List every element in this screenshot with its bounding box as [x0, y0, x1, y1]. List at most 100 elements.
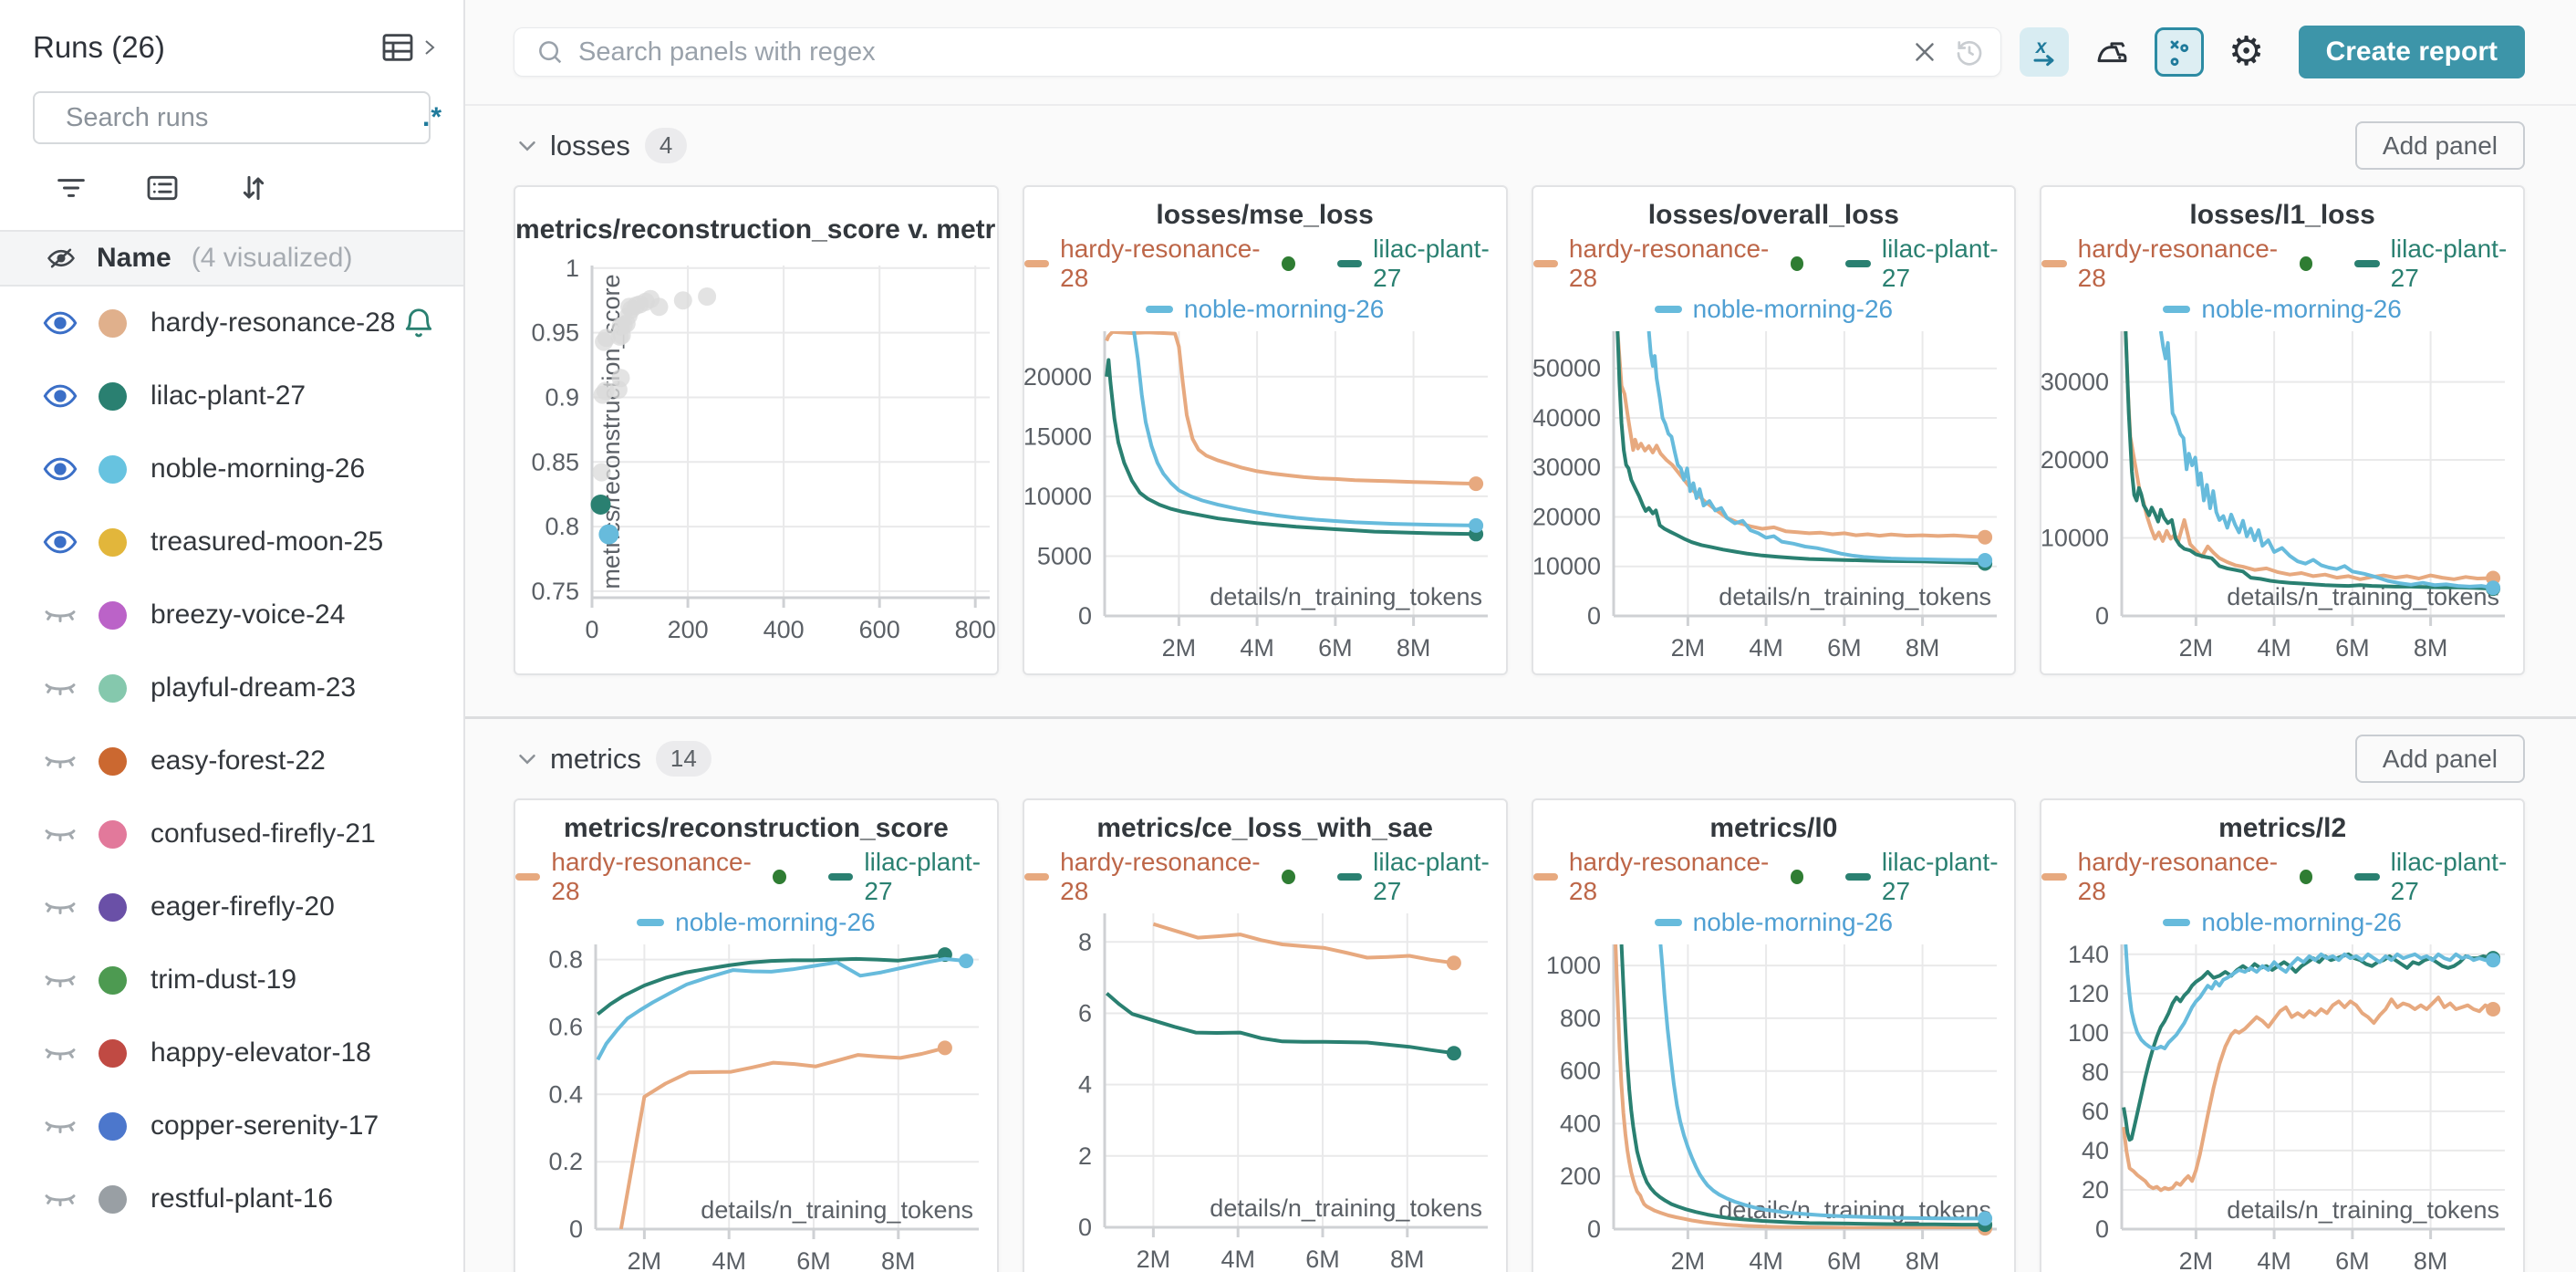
run-row[interactable]: trim-dust-19 [0, 944, 463, 1017]
eye-closed-icon[interactable] [42, 1181, 99, 1217]
regex-icon[interactable]: .* [422, 102, 443, 132]
eye-closed-icon[interactable] [42, 1108, 99, 1144]
run-row[interactable]: treasured-moon-25 [0, 506, 463, 579]
legend-item: hardy-resonance-28 [1023, 235, 1295, 293]
show-outliers-button[interactable] [2154, 27, 2204, 77]
run-color-dot [99, 308, 127, 338]
clear-search-button[interactable] [1909, 36, 1940, 68]
runs-search-box[interactable]: .* [33, 91, 441, 144]
legend-item: lilac-plant-27 [1845, 235, 2014, 293]
runs-table-button[interactable] [379, 29, 416, 66]
plot-area[interactable]: 0 20 40 60 80 100 120 140 2M 4M 6M 8M details/n_trai… [2041, 937, 2523, 1272]
section-metrics: metrics 14 Add panel metrics/reconstruct… [514, 719, 2525, 1272]
sort-button[interactable] [235, 170, 272, 206]
run-name[interactable]: playful-dream-23 [151, 672, 357, 703]
section-label[interactable]: losses [550, 129, 630, 162]
run-color-dot [99, 746, 127, 776]
eye-open-icon[interactable] [42, 524, 99, 560]
plot-area[interactable]: 0 0.2 0.4 0.6 0.8 2M 4M 6M 8M details/n_training_… [515, 937, 997, 1272]
run-name[interactable]: confused-firefly-21 [151, 818, 376, 849]
chart-panel[interactable]: metrics/ce_loss_with_sae hardy-resonance-… [1022, 798, 1508, 1272]
svg-text:0.75: 0.75 [531, 578, 579, 605]
smoothing-button[interactable] [2087, 27, 2136, 77]
filter-button[interactable] [53, 170, 89, 206]
run-name[interactable]: easy-forest-22 [151, 745, 326, 776]
run-name[interactable]: treasured-moon-25 [151, 527, 384, 557]
svg-text:0: 0 [2095, 1215, 2109, 1243]
eye-closed-icon[interactable] [42, 962, 99, 998]
name-column-label: Name [97, 243, 171, 273]
runs-name-header[interactable]: Name (4 visualized) [0, 230, 463, 287]
section-metrics-header[interactable]: metrics 14 Add panel [514, 719, 2525, 798]
chart-panel[interactable]: metrics/reconstruction_score hardy-resona… [514, 798, 999, 1272]
panel-title: losses/overall_loss [1647, 200, 1899, 230]
expand-sidebar-button[interactable] [418, 36, 440, 58]
run-row[interactable]: copper-serenity-17 [0, 1090, 463, 1163]
plot-area[interactable]: 0 10000 20000 30000 40000 50000 2M 4M 6M 8M detail… [1533, 324, 2015, 669]
run-row[interactable]: easy-forest-22 [0, 725, 463, 798]
svg-text:0.95: 0.95 [531, 319, 579, 347]
chart-panel[interactable]: metrics/l2 hardy-resonance-28 lilac-plant-… [2040, 798, 2525, 1272]
eye-open-icon[interactable] [42, 305, 99, 341]
run-row[interactable]: breezy-voice-24 [0, 579, 463, 652]
settings-button[interactable]: ⚙ [2222, 27, 2271, 77]
eye-closed-icon[interactable] [42, 889, 99, 925]
bell-icon[interactable] [401, 306, 436, 340]
create-report-button[interactable]: Create report [2298, 26, 2525, 78]
eye-closed-icon[interactable] [42, 670, 99, 706]
run-row[interactable]: noble-morning-26 [0, 433, 463, 506]
panel-title: metrics/l2 [2218, 813, 2347, 843]
eye-open-icon[interactable] [42, 451, 99, 487]
workspace-toolbar: x ⚙ Create report [465, 0, 2576, 106]
eye-closed-icon[interactable] [42, 1035, 99, 1071]
section-divider[interactable] [465, 716, 2576, 719]
run-row[interactable]: confused-firefly-21 [0, 798, 463, 871]
add-panel-button[interactable]: Add panel [2354, 735, 2525, 783]
chart-panel[interactable]: losses/overall_loss hardy-resonance-28 lil… [1531, 185, 2017, 675]
panel-title: metrics/l0 [1709, 813, 1838, 843]
chevron-down-icon[interactable] [514, 745, 541, 773]
plot-area[interactable]: 0 2 4 6 8 2M 4M 6M 8M details/n_training_tokens [1024, 906, 1506, 1272]
eye-closed-icon[interactable] [42, 816, 99, 852]
section-losses-header[interactable]: losses 4 Add panel [514, 106, 2525, 185]
chart-panel[interactable]: metrics/l0 hardy-resonance-28 lilac-plant-… [1531, 798, 2017, 1272]
run-name[interactable]: eager-firefly-20 [151, 891, 335, 922]
svg-text:0: 0 [569, 1215, 583, 1243]
section-label[interactable]: metrics [550, 742, 641, 775]
chart-panel[interactable]: metrics/reconstruction_score v. metrics/… [514, 185, 999, 675]
run-name[interactable]: restful-plant-16 [151, 1183, 334, 1214]
run-name[interactable]: lilac-plant-27 [151, 381, 306, 411]
runs-search-input[interactable] [66, 102, 410, 133]
chevron-down-icon[interactable] [514, 132, 541, 160]
chart-panel[interactable]: losses/l1_loss hardy-resonance-28 lilac-pl… [2040, 185, 2525, 675]
run-name[interactable]: hardy-resonance-28 [151, 308, 396, 338]
panel-search-box[interactable] [514, 27, 2001, 77]
run-name[interactable]: noble-morning-26 [151, 454, 366, 484]
run-row[interactable]: eager-firefly-20 [0, 871, 463, 944]
eye-closed-icon[interactable] [42, 743, 99, 779]
chart-panel[interactable]: losses/mse_loss hardy-resonance-28 lilac-p… [1022, 185, 1508, 675]
add-panel-button[interactable]: Add panel [2354, 121, 2525, 170]
run-row[interactable]: restful-plant-16 [0, 1163, 463, 1236]
run-row[interactable]: lilac-plant-27 [0, 360, 463, 433]
group-button[interactable] [144, 170, 181, 206]
x-axis-settings-button[interactable]: x [2019, 27, 2069, 77]
history-button[interactable] [1953, 36, 1986, 68]
run-name[interactable]: copper-serenity-17 [151, 1110, 379, 1141]
run-row[interactable]: hardy-resonance-28 [0, 287, 463, 360]
run-name[interactable]: breezy-voice-24 [151, 600, 346, 630]
panel-search-input[interactable] [578, 36, 1896, 68]
plot-area[interactable]: 0 5000 10000 15000 20000 2M 4M 6M 8M details/n_tr… [1024, 324, 1506, 669]
run-row[interactable]: happy-elevator-18 [0, 1017, 463, 1090]
losses-panels-row: metrics/reconstruction_score v. metrics/… [514, 185, 2525, 675]
run-name[interactable]: trim-dust-19 [151, 964, 297, 995]
eye-open-icon[interactable] [42, 378, 99, 414]
table-icon [382, 34, 413, 61]
eye-closed-icon[interactable] [42, 597, 99, 633]
run-name[interactable]: happy-elevator-18 [151, 1037, 371, 1068]
panel-legend: hardy-resonance-28 lilac-plant-27 noble-mo… [2041, 235, 2523, 324]
run-row[interactable]: playful-dream-23 [0, 652, 463, 725]
